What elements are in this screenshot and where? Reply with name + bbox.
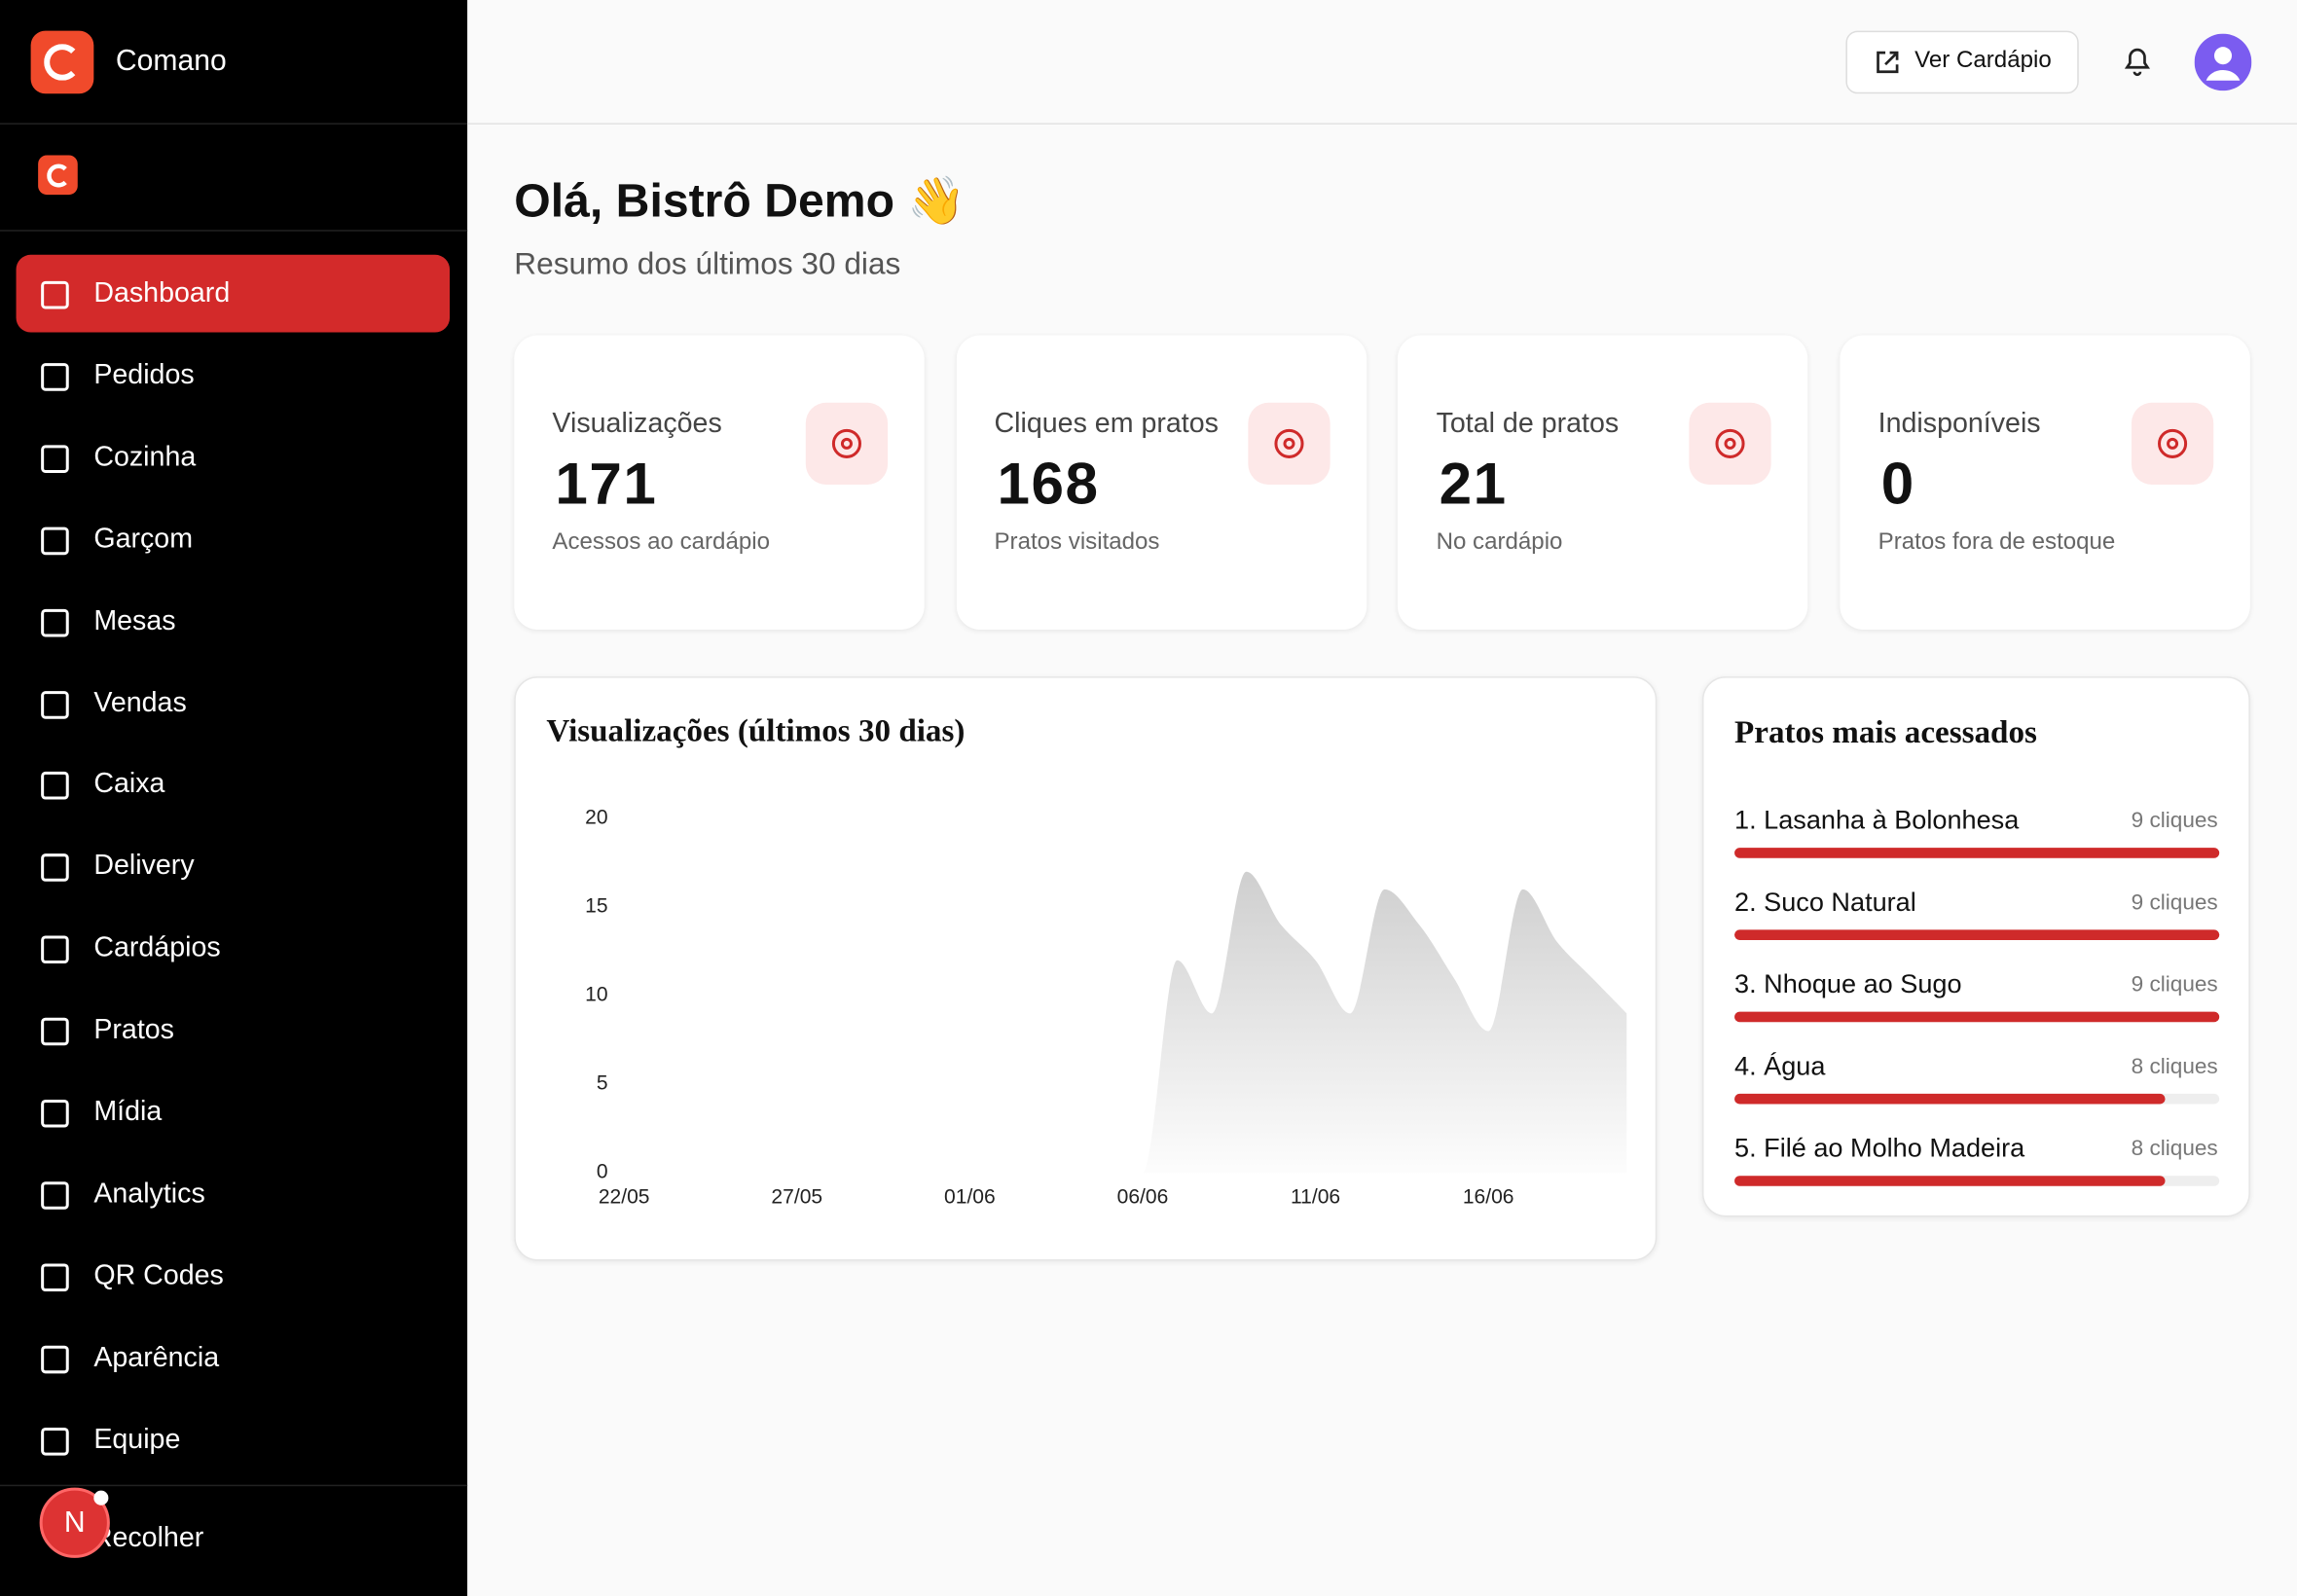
x-tick-label: 27/05 bbox=[771, 1185, 822, 1208]
x-tick-label: 06/06 bbox=[1117, 1185, 1169, 1208]
x-tick-label: 16/06 bbox=[1463, 1185, 1514, 1208]
nav-item[interactable]: Pratos bbox=[17, 992, 451, 1070]
nav-item[interactable]: Pedidos bbox=[17, 337, 451, 415]
nav-item[interactable]: Mídia bbox=[17, 1073, 451, 1151]
nav-item[interactable]: Caixa bbox=[17, 745, 451, 823]
top-dishes-card: Pratos mais acessados 1. Lasanha à Bolon… bbox=[1701, 676, 2250, 1217]
brand: Comano bbox=[115, 45, 227, 78]
stat-value: 0 bbox=[1880, 452, 1915, 518]
nav-item[interactable]: Delivery bbox=[17, 828, 451, 906]
nav-item[interactable]: Equipe bbox=[17, 1400, 451, 1478]
nav-item[interactable]: Mesas bbox=[17, 582, 451, 660]
stat-card: Indisponíveis 0 Pratos fora de estoque bbox=[1840, 335, 2250, 630]
nav-item[interactable]: Aparência bbox=[17, 1319, 451, 1396]
area bbox=[624, 871, 1627, 1174]
bar bbox=[1734, 848, 2220, 858]
stat-label: Indisponíveis bbox=[1878, 408, 2041, 440]
y-tick-label: 0 bbox=[597, 1161, 608, 1183]
dish-name: 4. Água bbox=[1734, 1051, 1826, 1081]
y-tick-label: 10 bbox=[585, 984, 607, 1006]
greeting-subtitle: Resumo dos últimos 30 dias bbox=[514, 247, 901, 281]
nav-item[interactable]: Cardápios bbox=[17, 910, 451, 988]
stat-value: 171 bbox=[555, 452, 658, 518]
notifications[interactable] bbox=[2123, 46, 2152, 78]
nav-item[interactable]: Vendas bbox=[17, 664, 451, 742]
nav-label: Delivery bbox=[93, 851, 195, 883]
stat-value: 168 bbox=[997, 452, 1100, 518]
nav-label: Caixa bbox=[93, 769, 165, 801]
nav-label: Mesas bbox=[93, 605, 176, 636]
y-tick-label: 15 bbox=[585, 895, 607, 918]
bar bbox=[1734, 1176, 2166, 1186]
nav-label: Mídia bbox=[93, 1096, 163, 1128]
nav-item[interactable]: Garçom bbox=[17, 500, 451, 578]
x-tick-label: 01/06 bbox=[944, 1185, 996, 1208]
nav-item[interactable]: Dashboard bbox=[16, 254, 451, 333]
nav-item[interactable]: QR Codes bbox=[17, 1237, 451, 1315]
stat-icon bbox=[1247, 402, 1331, 486]
nav-label: Cozinha bbox=[93, 442, 197, 473]
dish-name: 5. Filé ao Molho Madeira bbox=[1734, 1133, 2025, 1163]
sidebar: Comano Dashboard Pedidos Cozinha Garçom Mesa… bbox=[0, 0, 468, 1596]
chart-card: Visualizações (últimos 30 dias) 0 5 10 15 20… bbox=[514, 676, 1658, 1261]
nav-label: Pratos bbox=[93, 1014, 174, 1046]
stat-value: 21 bbox=[1439, 452, 1508, 518]
store-logo bbox=[38, 155, 78, 196]
nav-label: Pedidos bbox=[93, 359, 195, 391]
dish-clicks: 9 cliques bbox=[2131, 972, 2218, 998]
stat-icon bbox=[805, 402, 889, 486]
logo bbox=[30, 30, 94, 94]
stat-card: Visualizações 171 Acessos ao cardápio bbox=[514, 335, 925, 630]
view-menu-button[interactable]: Ver Cardápio bbox=[1845, 30, 2079, 94]
nav-label: Analytics bbox=[93, 1179, 205, 1210]
stat-card: Total de pratos 21 No cardápio bbox=[1398, 335, 1808, 630]
dish-name: 2. Suco Natural bbox=[1734, 887, 1916, 917]
stat-icon bbox=[1689, 402, 1772, 486]
nav-label: Cardápios bbox=[93, 932, 221, 964]
nav-label: Aparência bbox=[93, 1342, 220, 1373]
dish-clicks: 8 cliques bbox=[2131, 1136, 2218, 1162]
stat-caption: Acessos ao cardápio bbox=[552, 529, 770, 556]
greeting: Olá, Bistrô Demo 👋 bbox=[514, 174, 966, 228]
stat-caption: Pratos fora de estoque bbox=[1878, 529, 2116, 556]
y-tick-label: 20 bbox=[585, 807, 607, 829]
button-label: Ver Cardápio bbox=[1914, 48, 2052, 74]
chart-title: Visualizações (últimos 30 dias) bbox=[546, 713, 965, 748]
bar bbox=[1734, 1011, 2220, 1023]
nav-item[interactable]: Cozinha bbox=[17, 418, 451, 496]
y-tick-label: 5 bbox=[597, 1072, 608, 1095]
user-avatar[interactable] bbox=[2194, 33, 2252, 91]
nav-label: Equipe bbox=[93, 1424, 181, 1455]
nav-label: Dashboard bbox=[93, 277, 231, 309]
nav-item[interactable]: Analytics bbox=[17, 1155, 451, 1233]
bar bbox=[1734, 1093, 2166, 1105]
stat-card: Cliques em pratos 168 Pratos visitados bbox=[956, 335, 1367, 630]
dish-clicks: 9 cliques bbox=[2131, 808, 2218, 834]
stat-icon bbox=[2132, 402, 2214, 486]
nav-label: Vendas bbox=[93, 687, 187, 719]
stat-label: Visualizações bbox=[552, 408, 722, 440]
dish-clicks: 9 cliques bbox=[2131, 889, 2218, 916]
chart: Visualizações (últimos 30 dias) 0 5 10 15 20… bbox=[546, 713, 1627, 1208]
dish-name: 3. Nhoque ao Sugo bbox=[1734, 969, 1962, 999]
collapse[interactable]: Recolher bbox=[91, 1522, 204, 1554]
stat-caption: No cardápio bbox=[1436, 529, 1563, 556]
stat-caption: Pratos visitados bbox=[994, 529, 1160, 556]
top-dishes-title: Pratos mais acessados bbox=[1734, 712, 2037, 750]
x-tick-label: 22/05 bbox=[599, 1185, 650, 1208]
x-tick-label: 11/06 bbox=[1291, 1185, 1340, 1208]
nav-label: QR Codes bbox=[93, 1260, 224, 1291]
dish-clicks: 8 cliques bbox=[2131, 1054, 2218, 1079]
nav-label: Garçom bbox=[93, 524, 194, 555]
dish-name: 1. Lasanha à Bolonhesa bbox=[1734, 805, 2020, 835]
stat-label: Cliques em pratos bbox=[994, 408, 1219, 440]
stat-label: Total de pratos bbox=[1436, 408, 1620, 440]
bar bbox=[1734, 929, 2220, 940]
